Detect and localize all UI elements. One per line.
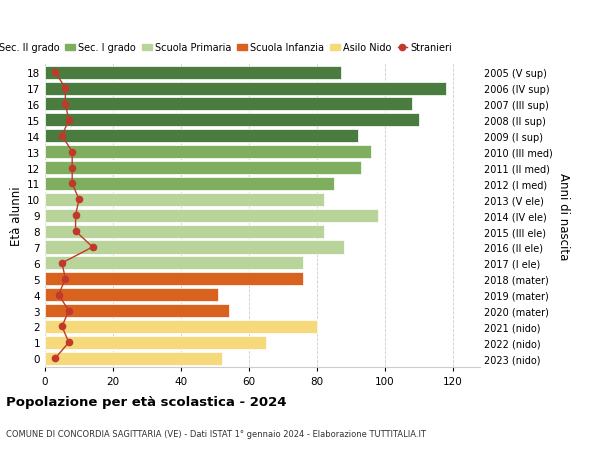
Bar — [45, 273, 303, 285]
Bar — [45, 178, 334, 190]
Legend: Sec. II grado, Sec. I grado, Scuola Primaria, Scuola Infanzia, Asilo Nido, Stran: Sec. II grado, Sec. I grado, Scuola Prim… — [0, 43, 452, 53]
Bar — [45, 352, 222, 365]
Bar — [45, 304, 229, 317]
Bar — [45, 241, 344, 254]
Bar — [45, 146, 371, 159]
Bar — [45, 289, 218, 302]
Text: Popolazione per età scolastica - 2024: Popolazione per età scolastica - 2024 — [6, 395, 287, 408]
Bar — [45, 320, 317, 333]
Bar — [45, 82, 446, 95]
Bar — [45, 225, 323, 238]
Bar — [45, 257, 303, 270]
Bar — [45, 130, 358, 143]
Bar — [45, 336, 266, 349]
Y-axis label: Anni di nascita: Anni di nascita — [557, 172, 569, 259]
Y-axis label: Età alunni: Età alunni — [10, 186, 23, 246]
Bar — [45, 98, 412, 111]
Bar — [45, 67, 341, 79]
Bar — [45, 162, 361, 175]
Bar — [45, 193, 323, 207]
Bar — [45, 209, 378, 222]
Bar — [45, 114, 419, 127]
Text: COMUNE DI CONCORDIA SAGITTARIA (VE) - Dati ISTAT 1° gennaio 2024 - Elaborazione : COMUNE DI CONCORDIA SAGITTARIA (VE) - Da… — [6, 429, 426, 438]
